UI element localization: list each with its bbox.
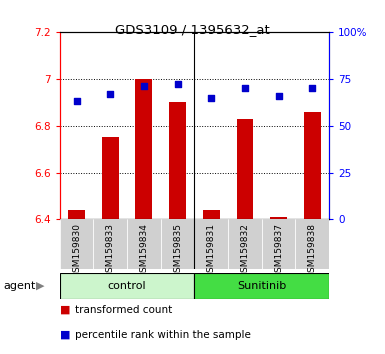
Text: percentile rank within the sample: percentile rank within the sample bbox=[75, 330, 251, 339]
Text: ▶: ▶ bbox=[36, 281, 45, 291]
Bar bbox=[102, 137, 119, 219]
Text: GSM159834: GSM159834 bbox=[139, 223, 148, 278]
Point bbox=[242, 85, 248, 91]
Point bbox=[74, 98, 80, 104]
Bar bbox=[236, 119, 253, 219]
Point bbox=[141, 84, 147, 89]
Text: transformed count: transformed count bbox=[75, 305, 172, 315]
Text: GSM159832: GSM159832 bbox=[241, 223, 249, 278]
Bar bbox=[68, 210, 85, 219]
Text: Sunitinib: Sunitinib bbox=[237, 281, 286, 291]
Bar bbox=[194, 273, 329, 299]
Bar bbox=[194, 219, 228, 269]
Point bbox=[276, 93, 282, 98]
Point bbox=[208, 95, 214, 101]
Bar bbox=[127, 219, 161, 269]
Text: agent: agent bbox=[4, 281, 36, 291]
Text: ■: ■ bbox=[60, 330, 70, 339]
Text: GSM159833: GSM159833 bbox=[106, 223, 115, 279]
Point bbox=[174, 81, 181, 87]
Bar bbox=[136, 79, 152, 219]
Bar bbox=[161, 219, 194, 269]
Text: GDS3109 / 1395632_at: GDS3109 / 1395632_at bbox=[115, 23, 270, 36]
Text: GSM159838: GSM159838 bbox=[308, 223, 317, 279]
Bar bbox=[270, 217, 287, 219]
Bar bbox=[93, 219, 127, 269]
Bar bbox=[228, 219, 262, 269]
Text: control: control bbox=[108, 281, 146, 291]
Text: GSM159837: GSM159837 bbox=[274, 223, 283, 279]
Bar bbox=[169, 102, 186, 219]
Bar bbox=[262, 219, 296, 269]
Bar bbox=[60, 219, 93, 269]
Text: GSM159835: GSM159835 bbox=[173, 223, 182, 279]
Bar bbox=[296, 219, 329, 269]
Point bbox=[107, 91, 113, 97]
Bar bbox=[60, 273, 194, 299]
Point bbox=[309, 85, 315, 91]
Text: GSM159831: GSM159831 bbox=[207, 223, 216, 279]
Text: GSM159830: GSM159830 bbox=[72, 223, 81, 279]
Bar bbox=[203, 210, 220, 219]
Text: ■: ■ bbox=[60, 305, 70, 315]
Bar bbox=[304, 112, 321, 219]
